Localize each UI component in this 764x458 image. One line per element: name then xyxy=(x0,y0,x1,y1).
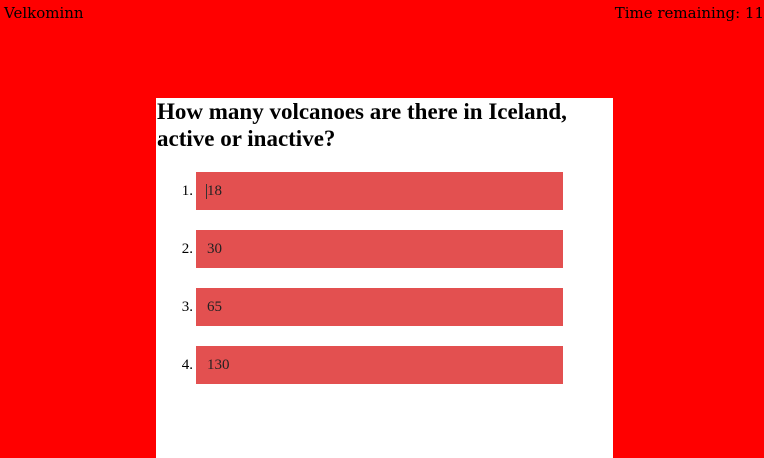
answer-number: 2. xyxy=(181,241,193,257)
answer-button-2[interactable]: 30 xyxy=(196,230,563,268)
answer-item-3: 3. 65 xyxy=(156,288,613,326)
answer-item-4: 4. 130 xyxy=(156,346,613,384)
time-remaining: Time remaining: 11 xyxy=(614,4,764,22)
welcome-text: Velkominn xyxy=(4,4,84,22)
answer-label: 18 xyxy=(207,183,222,199)
top-bar: Velkominn Time remaining: 11 xyxy=(0,0,764,28)
answer-label: 65 xyxy=(207,299,222,315)
answer-number: 1. xyxy=(181,183,193,199)
answer-button-1[interactable]: 18 xyxy=(196,172,563,210)
answer-label: 130 xyxy=(207,357,230,373)
question-card: How many volcanoes are there in Iceland,… xyxy=(156,98,613,458)
answer-button-4[interactable]: 130 xyxy=(196,346,563,384)
answer-item-1: 1. 18 xyxy=(156,172,613,210)
answer-label: 30 xyxy=(207,241,222,257)
answer-button-3[interactable]: 65 xyxy=(196,288,563,326)
answer-item-2: 2. 30 xyxy=(156,230,613,268)
answer-number: 4. xyxy=(181,357,193,373)
question-text: How many volcanoes are there in Iceland,… xyxy=(157,99,567,151)
text-cursor xyxy=(206,184,207,200)
answer-number: 3. xyxy=(181,299,193,315)
